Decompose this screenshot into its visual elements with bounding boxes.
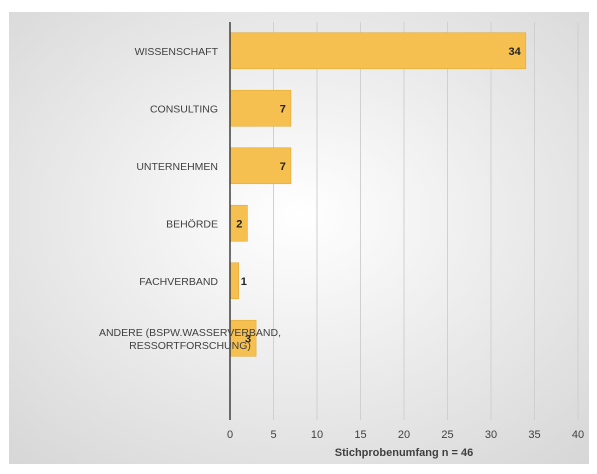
bar	[229, 89, 292, 127]
x-tick-label: 30	[485, 429, 497, 441]
category-label: FACHVERBAND	[139, 276, 218, 288]
category-label: UNTERNEHMEN	[136, 161, 218, 173]
x-tick-label: 20	[398, 429, 410, 441]
data-label: 3	[245, 333, 251, 345]
data-label: 1	[241, 276, 247, 288]
x-tick-label: 40	[572, 429, 584, 441]
category-label: ANDERE (BSPW.WASSERVERBAND, RESSORTFORSCH…	[99, 327, 281, 352]
bar	[229, 147, 292, 185]
x-tick-label: 10	[311, 429, 323, 441]
category-label: CONSULTING	[150, 103, 218, 115]
x-tick-label: 15	[354, 429, 366, 441]
data-label: 7	[280, 103, 286, 115]
data-label: 34	[509, 46, 522, 58]
labels: 0 5 10 15 20 25 30 35 40 34 WISSENSCHAFT 7 CONSULTIN…	[99, 46, 584, 441]
x-tick-label: 35	[528, 429, 540, 441]
category-label: WISSENSCHAFT	[135, 46, 219, 58]
bar	[229, 262, 239, 300]
data-label: 2	[236, 218, 242, 230]
bar	[229, 32, 527, 70]
gridlines	[273, 22, 579, 420]
category-label: BEHÖRDE	[166, 218, 218, 230]
x-tick-label: 5	[270, 429, 276, 441]
x-tick-label: 0	[227, 429, 233, 441]
x-tick-label: 25	[441, 429, 453, 441]
chart-background	[9, 12, 589, 464]
x-axis-title: Stichprobenumfang n = 46	[335, 447, 473, 459]
data-label: 7	[280, 161, 286, 173]
